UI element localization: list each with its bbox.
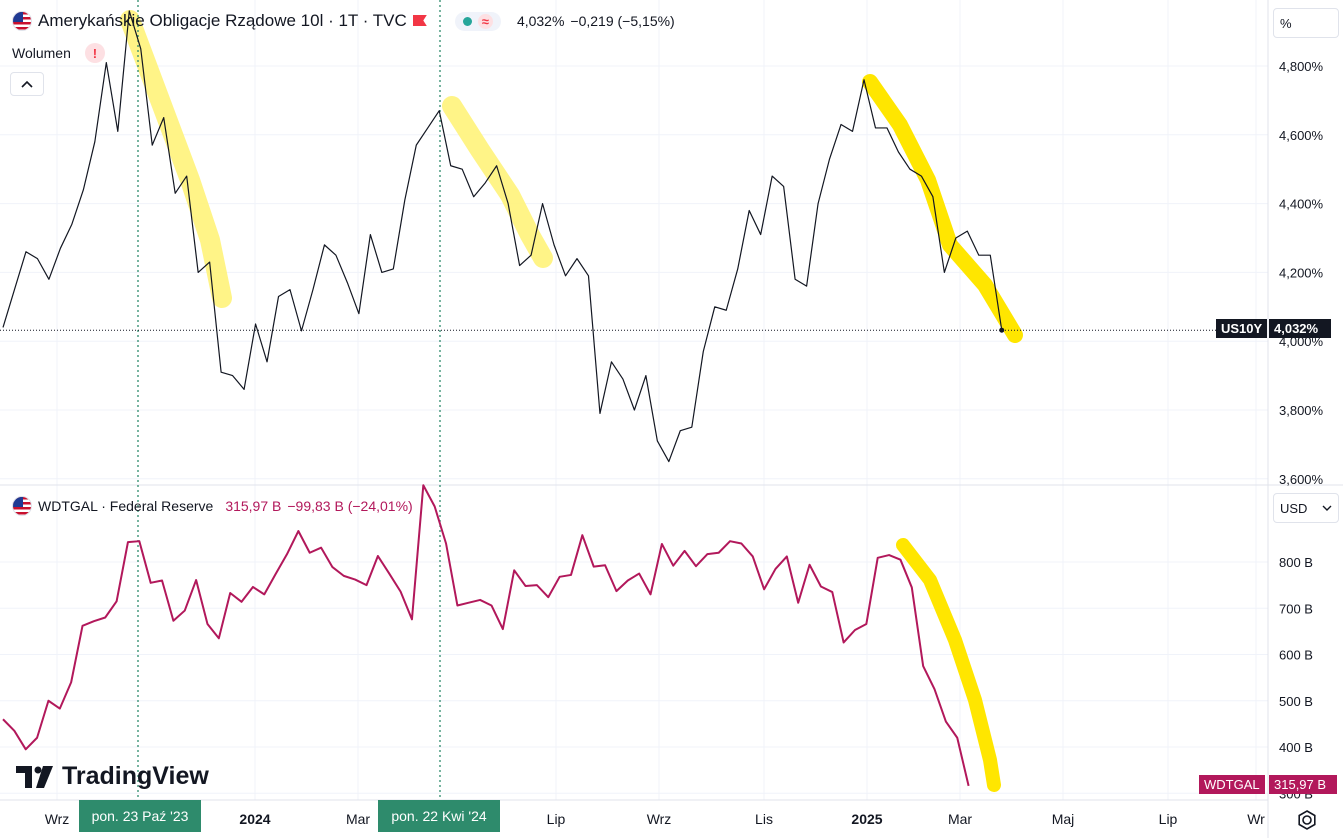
us-flag-icon	[12, 496, 32, 516]
chevron-up-icon	[21, 80, 33, 88]
tradingview-logo[interactable]: TradingView	[16, 762, 209, 791]
us10y-last-point	[999, 327, 1005, 333]
top-symbol-tag: US10Y	[1216, 319, 1268, 338]
tradingview-logo-icon	[16, 765, 53, 788]
series-lines	[0, 10, 1268, 787]
x-tick-label: Lip	[1159, 811, 1178, 827]
crosshair-date-2: pon. 22 Kwi '24	[378, 800, 500, 832]
wdtgal-series-line	[2, 484, 970, 787]
bottom-y-tick-label: 700 B	[1279, 601, 1313, 616]
market-open-icon	[462, 16, 472, 26]
x-tick-label: 2024	[239, 811, 270, 827]
collapse-legend-button[interactable]	[10, 72, 44, 96]
x-tick-label: Wrz	[45, 811, 70, 827]
top-symbol-title[interactable]: Amerykańskie Obligacje Rządowe 10l · 1T …	[38, 11, 407, 30]
volume-legend: Wolumen !	[12, 43, 105, 63]
top-scale-unit-button[interactable]: %	[1273, 8, 1339, 38]
top-y-tick-label: 4,400%	[1279, 197, 1324, 212]
bottom-y-tick-label: 500 B	[1279, 694, 1313, 709]
us-flag-icon	[12, 11, 32, 31]
x-tick-label: Maj	[1052, 811, 1075, 827]
axis-labels: 4,800%4,600%4,400%4,200%4,000%3,800%3,60…	[45, 59, 1324, 827]
crosshair-lines	[137, 0, 441, 800]
warning-icon[interactable]: !	[84, 43, 105, 63]
x-tick-label: Wrz	[647, 811, 672, 827]
currency-select[interactable]: USD	[1273, 493, 1339, 523]
top-y-tick-label: 3,600%	[1279, 472, 1324, 487]
x-tick-label: Lis	[755, 811, 773, 827]
top-symbol-tag-text: US10Y	[1221, 321, 1263, 336]
highlight-stroke-1	[120, 10, 232, 308]
top-scale-unit: %	[1280, 15, 1292, 31]
bottom-symbol-tag: WDTGAL	[1199, 775, 1265, 794]
x-tick-label: Mar	[948, 811, 972, 827]
x-tick-label: Lip	[547, 811, 566, 827]
crosshair-date-2-text: pon. 22 Kwi '24	[391, 808, 487, 824]
settings-icon[interactable]	[1296, 809, 1318, 831]
x-tick-label: Wr	[1247, 811, 1265, 827]
highlight-stroke-3	[862, 74, 1023, 343]
top-y-tick-label: 3,800%	[1279, 403, 1324, 418]
us10y-series-line	[2, 10, 1003, 463]
bottom-change: −99,83 B (−24,01%)	[287, 498, 413, 514]
bottom-symbol-title[interactable]: WDTGAL · Federal Reserve	[38, 498, 214, 514]
top-y-tick-label: 4,600%	[1279, 128, 1324, 143]
top-legend: Amerykańskie Obligacje Rządowe 10l · 1T …	[12, 11, 675, 31]
top-y-tick-label: 4,200%	[1279, 265, 1324, 280]
highlight-stroke-2	[442, 96, 553, 268]
top-price-tag-text: 4,032%	[1274, 321, 1319, 336]
bottom-symbol-tag-text: WDTGAL	[1204, 777, 1260, 792]
top-price-value: 4,032%	[516, 13, 565, 29]
bottom-y-tick-label: 400 B	[1279, 740, 1313, 755]
bottom-y-tick-label: 800 B	[1279, 555, 1313, 570]
bottom-legend: WDTGAL · Federal Reserve 315,97 B −99,83…	[12, 496, 413, 516]
x-tick-label: 2025	[851, 811, 882, 827]
x-tick-label: Mar	[346, 811, 370, 827]
volume-label[interactable]: Wolumen	[12, 45, 71, 61]
top-price-tag: 4,032%	[1269, 319, 1331, 338]
chevron-down-icon	[1322, 505, 1332, 511]
bottom-value: 315,97 B	[225, 498, 282, 514]
market-status-pill[interactable]: ≈	[454, 11, 501, 31]
bottom-price-tag: 315,97 B	[1269, 775, 1337, 794]
grid-lines	[0, 0, 1268, 800]
bottom-y-tick-label: 600 B	[1279, 648, 1313, 663]
top-price-change: −0,219 (−5,15%)	[570, 13, 675, 29]
crosshair-date-1-text: pon. 23 Paź '23	[91, 808, 189, 824]
tradingview-logo-text: TradingView	[62, 762, 209, 790]
currency-value: USD	[1280, 500, 1308, 516]
top-y-tick-label: 4,800%	[1279, 59, 1324, 74]
approx-icon: ≈	[477, 13, 493, 29]
bottom-price-tag-text: 315,97 B	[1274, 777, 1327, 792]
highlight-stroke-4	[896, 538, 1001, 792]
crosshair-date-1: pon. 23 Paź '23	[79, 800, 201, 832]
flag-marker-icon[interactable]	[413, 14, 427, 28]
